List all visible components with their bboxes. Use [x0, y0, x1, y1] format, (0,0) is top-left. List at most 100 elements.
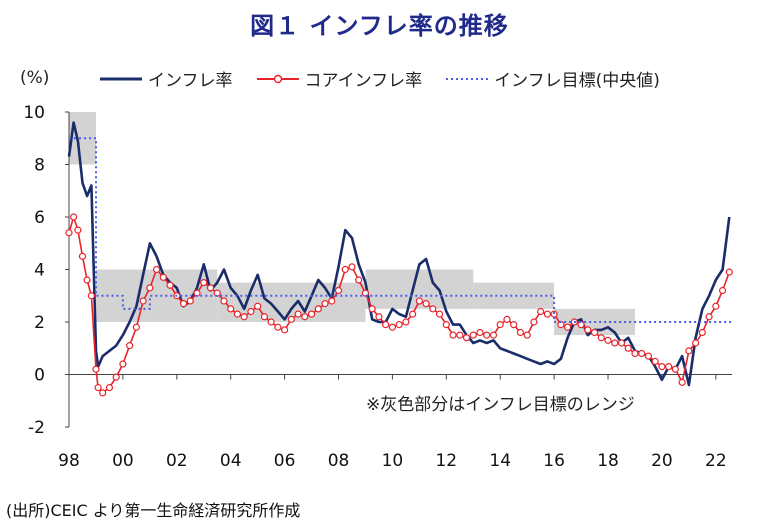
x-tick-label: 14: [489, 451, 511, 471]
core-inflation-point: [314, 305, 322, 313]
core-inflation-point: [523, 331, 531, 339]
core-inflation-point: [119, 360, 127, 368]
core-inflation-point: [725, 268, 733, 276]
core-inflation-point: [644, 352, 653, 360]
y-tick-label: 0: [34, 366, 45, 386]
core-inflation-point: [442, 321, 450, 329]
y-tick-label: 4: [34, 261, 45, 281]
core-inflation-point: [368, 305, 376, 313]
y-tick-label: 8: [34, 156, 45, 176]
core-inflation-point: [698, 328, 706, 337]
target-range-band: [69, 112, 96, 165]
core-inflation-point: [267, 318, 275, 326]
core-inflation-point: [510, 321, 518, 329]
core-inflation-point: [456, 331, 464, 339]
core-inflation-point: [112, 373, 120, 381]
legend-dotted-line-icon: [446, 77, 489, 80]
core-inflation-point: [665, 363, 673, 371]
legend-item-core-inflation: コアインフレ率: [256, 66, 423, 91]
x-tick-label: 18: [597, 451, 619, 471]
target-range-band: [95, 269, 123, 322]
core-inflation-point: [563, 323, 572, 331]
core-inflation-point: [651, 357, 659, 365]
x-tick-label: 16: [543, 451, 565, 471]
x-tick-label: 98: [58, 451, 80, 471]
core-inflation-point: [99, 389, 107, 397]
core-inflation-point: [543, 310, 551, 318]
core-inflation-point: [152, 265, 161, 274]
core-inflation-point: [227, 305, 235, 313]
core-inflation-point: [274, 323, 282, 331]
core-inflation-point: [483, 331, 491, 339]
legend-line-icon: [100, 77, 142, 80]
core-inflation-point: [301, 313, 309, 321]
core-inflation-point: [287, 315, 295, 323]
core-inflation-point: [281, 326, 289, 334]
core-inflation-point: [355, 276, 363, 284]
core-inflation-point: [712, 302, 720, 310]
x-tick-label: 12: [435, 451, 457, 471]
core-inflation-point: [382, 321, 390, 329]
y-axis-unit-label: (%): [20, 68, 50, 88]
core-inflation-point: [254, 302, 262, 310]
core-inflation-point: [429, 305, 437, 313]
legend-label-core-inflation: コアインフレ率: [304, 71, 423, 91]
core-inflation-point: [476, 328, 484, 337]
x-tick-label: 02: [166, 451, 188, 471]
core-inflation-point: [132, 323, 140, 331]
core-inflation-point: [705, 313, 713, 321]
core-inflation-point: [489, 331, 498, 339]
core-inflation-point: [422, 300, 430, 308]
core-inflation-point: [395, 321, 403, 329]
legend-label-inflation: インフレ率: [148, 71, 233, 91]
core-inflation-point: [692, 339, 700, 347]
core-inflation-point: [179, 300, 188, 308]
core-inflation-point: [186, 297, 194, 305]
core-inflation-point: [83, 276, 91, 284]
core-inflation-point: [87, 292, 95, 300]
core-inflation-point: [233, 310, 242, 318]
core-inflation-point: [341, 265, 349, 274]
y-tick-label: 6: [34, 208, 45, 228]
core-inflation-point: [671, 365, 680, 373]
core-inflation-point: [604, 336, 612, 344]
x-tick-label: 04: [220, 451, 242, 471]
core-inflation-point: [375, 313, 383, 321]
core-inflation-point: [718, 286, 727, 295]
y-tick-label: 2: [34, 313, 45, 333]
legend-label-inflation-target: インフレ目標(中央値): [494, 71, 660, 91]
core-inflation-point: [94, 384, 102, 392]
page-title: 図１ インフレ率の推移: [250, 12, 509, 40]
core-inflation-point: [334, 286, 343, 295]
core-inflation-point: [146, 284, 154, 292]
core-inflation-point: [69, 213, 78, 221]
core-inflation-point: [74, 226, 82, 234]
core-inflation-point: [590, 328, 599, 337]
x-tick-label: 22: [705, 451, 727, 471]
series-line: [69, 137, 732, 323]
core-inflation-point: [294, 310, 302, 318]
core-inflation-point: [328, 297, 336, 305]
core-inflation-point: [624, 344, 632, 352]
core-inflation-point: [516, 328, 525, 337]
core-inflation-point: [617, 339, 626, 347]
core-inflation-point: [537, 307, 545, 316]
core-inflation-point: [126, 342, 134, 350]
range-annotation: ※灰色部分はインフレ目標のレンジ: [366, 395, 635, 415]
core-inflation-point: [530, 318, 538, 326]
core-inflation-point: [159, 273, 167, 281]
core-inflation-point: [78, 252, 87, 260]
chart-legend: インフレ率 コアインフレ率 インフレ目標(中央値): [100, 66, 684, 91]
core-inflation-point: [166, 281, 174, 289]
series-line: [67, 121, 731, 387]
core-inflation-point: [220, 297, 228, 305]
legend-item-inflation-target: インフレ目標(中央値): [446, 66, 660, 91]
core-inflation-point: [206, 284, 215, 292]
core-inflation-point: [415, 297, 423, 305]
core-inflation-point: [240, 313, 248, 321]
core-inflation-point: [307, 310, 316, 318]
core-inflation-point: [678, 378, 686, 386]
core-inflation-point: [462, 334, 471, 342]
core-inflation-point: [247, 307, 255, 316]
